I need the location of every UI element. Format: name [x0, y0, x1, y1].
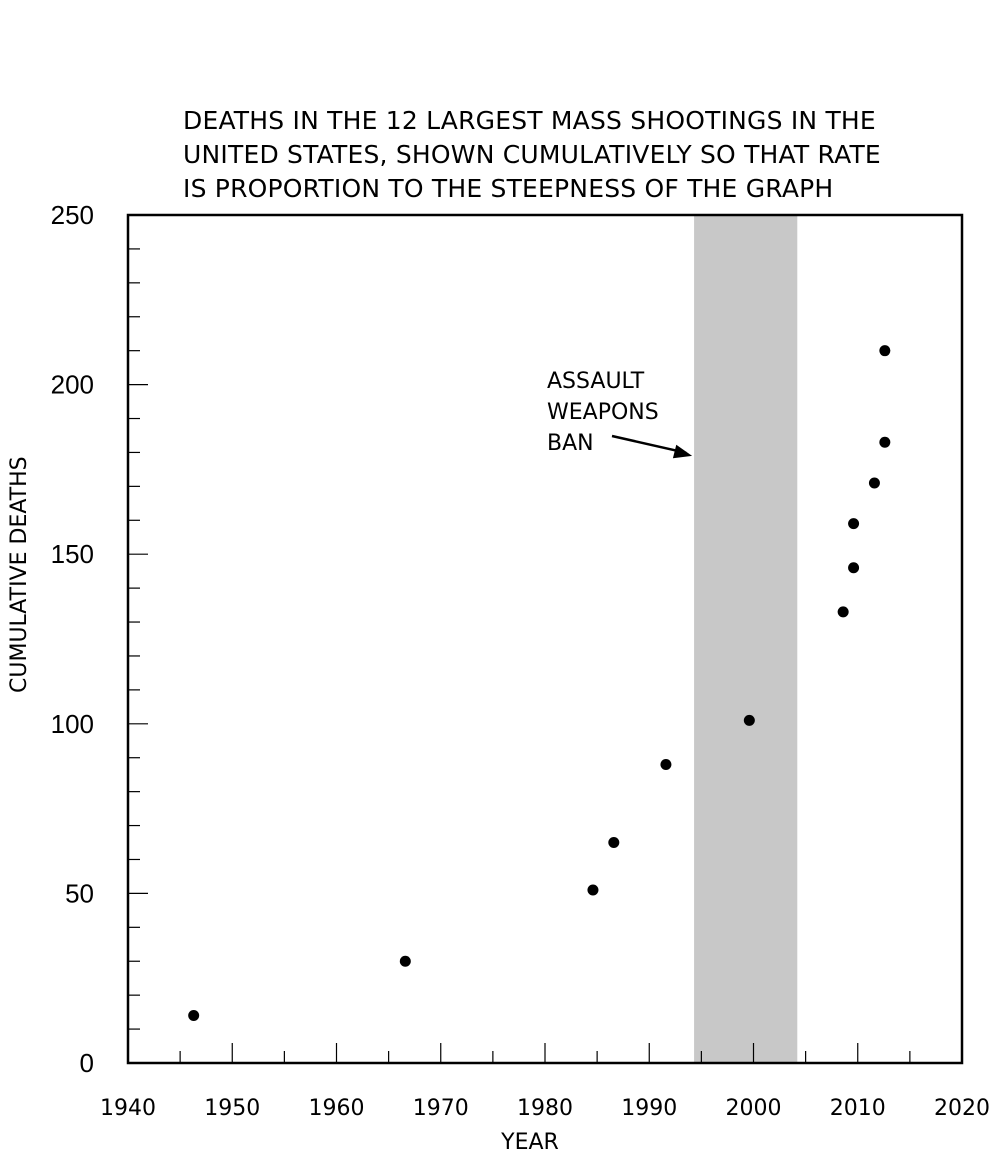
x-tick-label: 2020 — [934, 1096, 990, 1121]
x-tick-label: 1970 — [413, 1096, 469, 1121]
x-tick-label: 1940 — [100, 1096, 156, 1121]
data-point — [608, 837, 620, 849]
x-tick-label: 1980 — [517, 1096, 573, 1121]
data-point — [879, 436, 891, 448]
y-tick-label: 200 — [51, 370, 94, 400]
annotation-arrow-shaft — [611, 434, 687, 455]
annotation-line: WEAPONS — [547, 400, 659, 425]
chart-title-line-3: IS PROPORTION TO THE STEEPNESS OF THE GR… — [183, 174, 834, 203]
y-tick-label: 250 — [51, 200, 94, 230]
data-point — [587, 884, 599, 896]
y-tick-label: 100 — [51, 709, 94, 739]
x-tick-label: 1990 — [621, 1096, 677, 1121]
data-point — [848, 518, 860, 530]
data-point — [188, 1010, 200, 1022]
y-tick-label: 150 — [51, 539, 94, 569]
data-point — [868, 477, 880, 489]
chart-title: DEATHS IN THE 12 LARGEST MASS SHOOTINGS … — [183, 104, 963, 206]
annotation-arrowhead — [672, 444, 693, 459]
x-tick-label: 2000 — [726, 1096, 782, 1121]
data-point — [848, 562, 860, 574]
x-tick-label: 2010 — [830, 1096, 886, 1121]
x-tick-label: 1950 — [204, 1096, 260, 1121]
data-point — [879, 345, 891, 357]
data-point — [743, 714, 755, 726]
y-tick-label: 0 — [80, 1048, 94, 1078]
chart-title-line-2: UNITED STATES, SHOWN CUMULATIVELY SO THA… — [183, 140, 881, 169]
y-tick-label: 50 — [65, 878, 94, 908]
data-point — [399, 955, 411, 967]
annotation-line: ASSAULT — [547, 369, 645, 394]
data-point — [837, 606, 849, 618]
x-axis-label: YEAR — [501, 1130, 559, 1155]
annotation-line: BAN — [547, 431, 594, 456]
data-point — [660, 759, 672, 771]
assault-weapons-ban-band — [694, 215, 798, 1063]
chart-title-line-1: DEATHS IN THE 12 LARGEST MASS SHOOTINGS … — [183, 106, 876, 135]
x-tick-label: 1960 — [309, 1096, 365, 1121]
plot-frame — [126, 213, 964, 1065]
